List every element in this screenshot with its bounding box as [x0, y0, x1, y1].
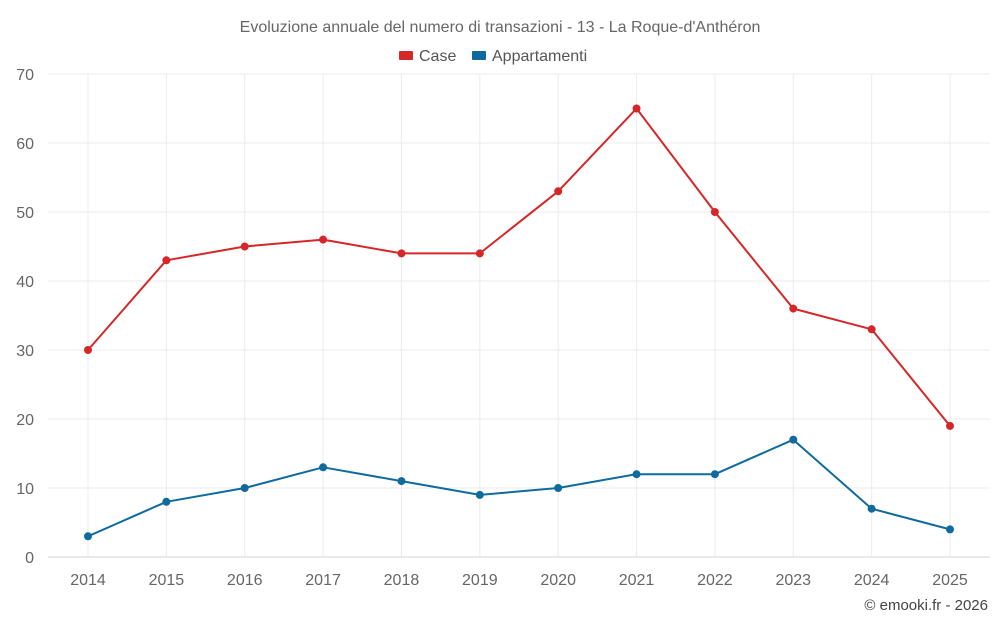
- y-tick-label: 10: [16, 481, 34, 498]
- x-axis: 2014 2015 2016 2017 2018 2019 2020 2021 2022 2023…: [48, 556, 990, 589]
- series-case: [84, 104, 954, 430]
- x-tick-label: 2014: [70, 572, 106, 589]
- series-line-appartamenti: [87, 438, 951, 538]
- x-tick-label: 2021: [619, 572, 655, 589]
- data-point-case[interactable]: [554, 187, 563, 196]
- data-point-case[interactable]: [632, 104, 641, 113]
- data-point-appartamenti[interactable]: [632, 470, 641, 479]
- y-tick-label: 20: [16, 412, 34, 429]
- x-tick-label: 2022: [697, 572, 733, 589]
- y-tick-label: 30: [16, 343, 34, 360]
- legend-item-appartamenti[interactable]: Appartamenti: [472, 48, 587, 65]
- x-tick-label: 2016: [227, 572, 263, 589]
- series-line-case: [87, 107, 951, 427]
- legend: Case Appartamenti: [399, 48, 587, 65]
- x-tick-label: 2023: [775, 572, 811, 589]
- x-tick-label: 2025: [932, 572, 968, 589]
- credit-text: © emooki.fr - 2026: [864, 597, 988, 614]
- data-point-appartamenti[interactable]: [240, 484, 249, 492]
- data-point-appartamenti[interactable]: [319, 463, 328, 472]
- grid: [48, 73, 990, 558]
- data-point-case[interactable]: [946, 421, 954, 430]
- data-point-appartamenti[interactable]: [475, 490, 484, 499]
- y-tick-label: 40: [16, 274, 34, 291]
- legend-label-case: Case: [419, 48, 456, 65]
- data-point-case[interactable]: [162, 256, 171, 265]
- data-point-case[interactable]: [710, 208, 719, 216]
- series-layer: [84, 104, 954, 541]
- data-point-appartamenti[interactable]: [789, 435, 798, 444]
- x-tick-label: 2024: [854, 572, 890, 589]
- data-point-case[interactable]: [397, 249, 406, 258]
- data-point-case[interactable]: [319, 235, 328, 244]
- legend-swatch-case: [399, 51, 413, 60]
- data-point-appartamenti[interactable]: [84, 532, 92, 541]
- legend-item-case[interactable]: Case: [399, 48, 456, 65]
- data-point-appartamenti[interactable]: [554, 484, 563, 492]
- data-point-appartamenti[interactable]: [867, 504, 876, 513]
- y-tick-label: 70: [16, 67, 34, 84]
- x-tick-label: 2018: [384, 572, 420, 589]
- y-axis: 0 10 20 30 40 50 60 70: [16, 67, 34, 567]
- y-tick-label: 50: [16, 205, 34, 222]
- data-point-case[interactable]: [84, 346, 92, 354]
- data-point-case[interactable]: [475, 249, 484, 258]
- data-point-appartamenti[interactable]: [397, 477, 406, 486]
- x-tick-label: 2019: [462, 572, 498, 589]
- data-point-appartamenti[interactable]: [710, 470, 719, 479]
- data-point-case[interactable]: [789, 304, 798, 313]
- data-point-case[interactable]: [867, 325, 876, 334]
- x-tick-label: 2020: [540, 572, 576, 589]
- legend-label-appartamenti: Appartamenti: [492, 48, 587, 65]
- y-tick-label: 0: [25, 550, 34, 567]
- series-appartamenti: [84, 435, 954, 541]
- data-point-appartamenti[interactable]: [162, 497, 171, 506]
- legend-swatch-appartamenti: [472, 51, 486, 60]
- data-point-appartamenti[interactable]: [946, 525, 954, 534]
- x-tick-label: 2017: [305, 572, 341, 589]
- data-point-case[interactable]: [240, 242, 249, 251]
- y-tick-label: 60: [16, 136, 34, 153]
- x-tick-label: 2015: [149, 572, 185, 589]
- chart-title: Evoluzione annuale del numero di transaz…: [240, 19, 761, 36]
